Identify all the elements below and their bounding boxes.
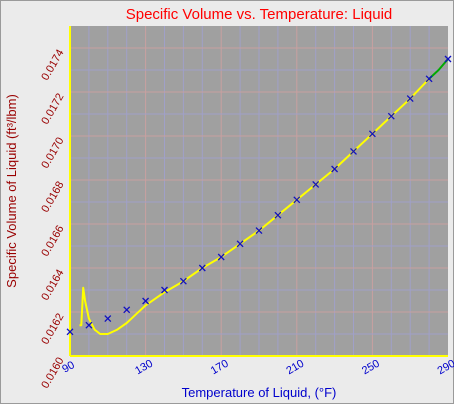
data-point-marker: [425, 75, 433, 83]
y-axis-title: Specific Volume of Liquid (ft³/lbm): [4, 94, 19, 288]
data-point-marker: [179, 277, 187, 285]
y-tick-label: 0.0170: [39, 136, 66, 171]
x-tick-label: 90: [60, 359, 77, 376]
data-point-marker: [66, 328, 74, 336]
data-point-marker: [406, 95, 414, 103]
data-point-marker: [293, 196, 301, 204]
y-tick-label: 0.0160: [39, 356, 66, 391]
data-point-marker: [350, 147, 357, 155]
x-tick-label: 170: [209, 358, 231, 378]
data-point-marker: [255, 227, 263, 235]
data-point-marker: [274, 211, 282, 219]
data-point-marker: [123, 306, 131, 314]
y-tick-label: 0.0162: [39, 312, 66, 347]
data-point-marker: [161, 286, 168, 294]
series-curve-end: [428, 58, 449, 80]
x-tick-label: 250: [360, 358, 382, 378]
y-tick-label: 0.0168: [39, 180, 66, 215]
data-point-marker: [85, 321, 93, 329]
data-point-marker: [387, 112, 395, 120]
x-axis-title: Temperature of Liquid, (°F): [182, 385, 337, 400]
data-point-marker: [331, 165, 339, 173]
data-point-marker: [217, 253, 225, 261]
chart-title: Specific Volume vs. Temperature: Liquid: [126, 6, 393, 23]
grid: [70, 26, 448, 356]
data-point-marker: [198, 264, 206, 272]
y-tick-label: 0.0172: [39, 92, 66, 127]
data-point-marker: [312, 180, 320, 188]
x-tick-label: 210: [284, 358, 306, 378]
marker-layer: [66, 55, 452, 336]
x-tick-label: 130: [133, 358, 155, 378]
data-point-marker: [104, 315, 112, 323]
data-point-marker: [444, 55, 452, 63]
data-point-marker: [236, 240, 244, 248]
y-tick-label: 0.0166: [39, 224, 66, 259]
y-tick-label: 0.0174: [39, 48, 66, 83]
data-point-marker: [368, 130, 376, 138]
data-point-marker: [142, 297, 150, 305]
x-tick-label: 290: [436, 358, 454, 378]
y-tick-label: 0.0164: [39, 268, 66, 303]
